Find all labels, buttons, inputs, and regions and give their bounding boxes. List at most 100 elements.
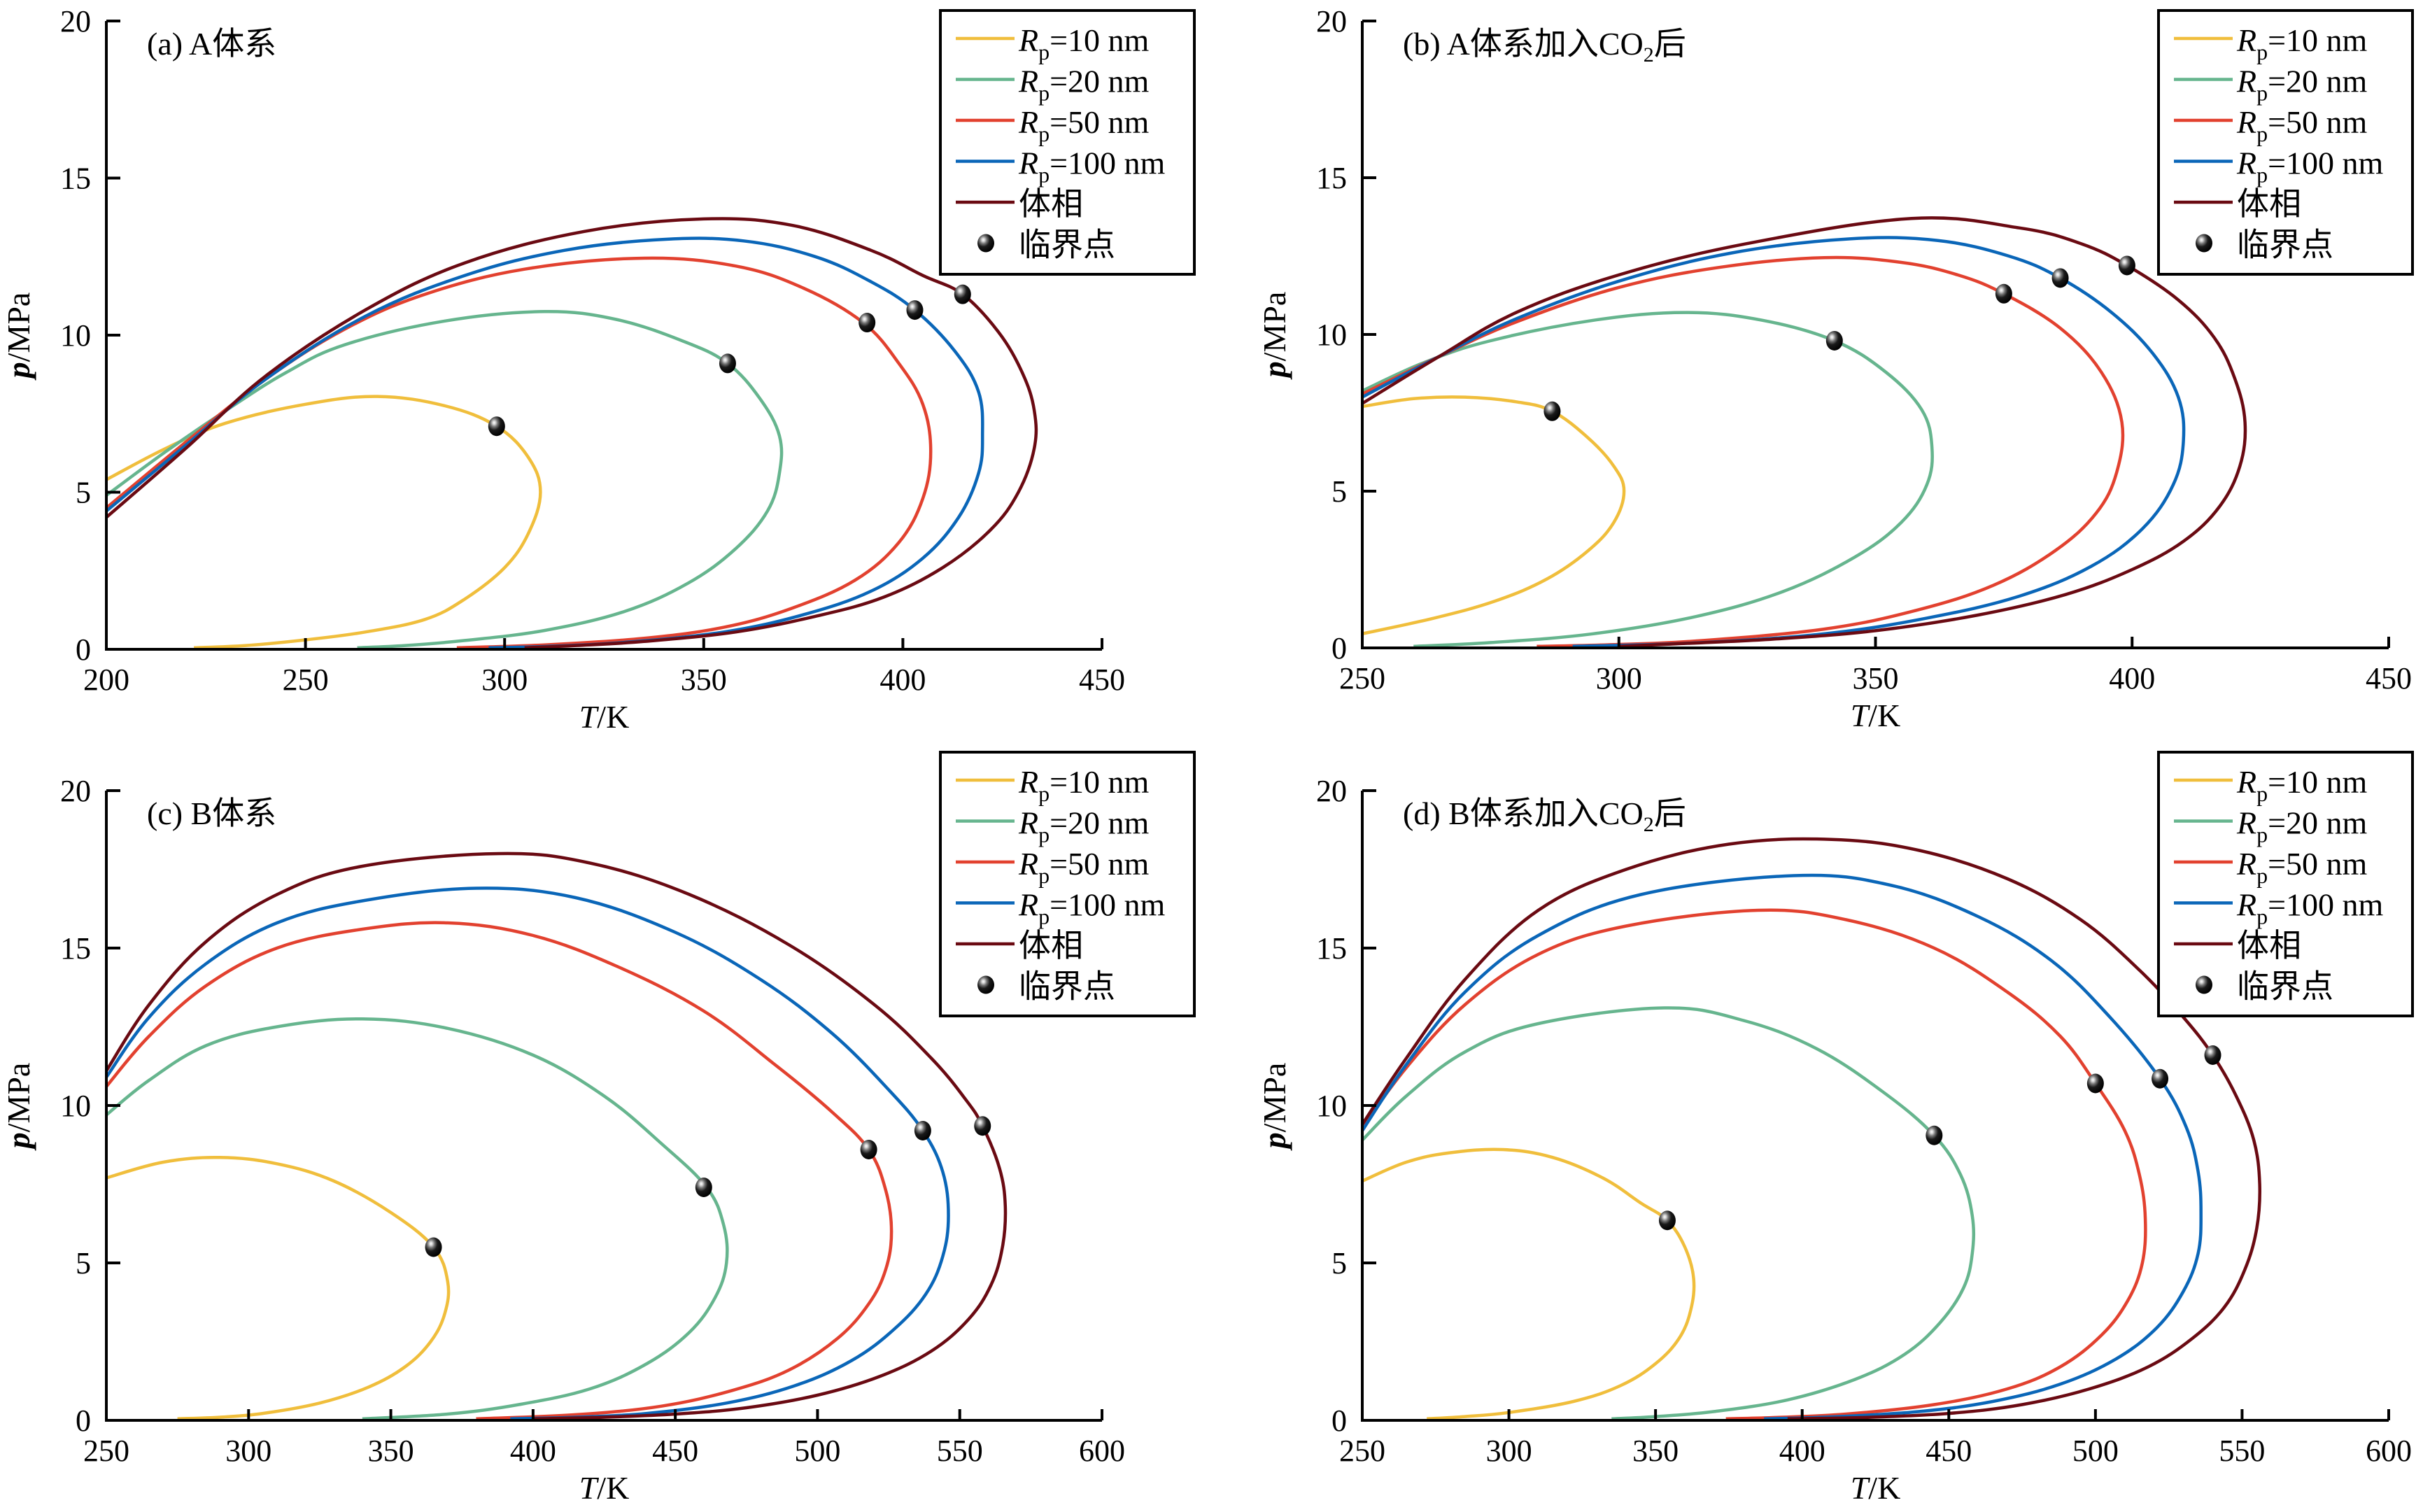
legend-item-rp50: Rp=50 nm (2174, 104, 2368, 146)
series-line-bulk (106, 217, 1038, 649)
legend-item-critical: 临界点 (2196, 227, 2333, 263)
x-tick-label: 500 (2072, 1434, 2119, 1468)
x-tick-label: 450 (1926, 1434, 1972, 1468)
x-axis-unit: /K (1868, 1470, 1900, 1506)
panel-title: (a) A体系 (147, 26, 276, 62)
series-line-rp10 (106, 1155, 451, 1420)
legend-value: =20 nm (1050, 64, 1149, 99)
legend-label: Rp=20 nm (2236, 805, 2368, 847)
legend-value: =100 nm (1050, 146, 1165, 181)
legend-marker-critical-point (2196, 234, 2212, 253)
y-tick-label: 20 (60, 4, 91, 38)
legend-label: Rp=50 nm (2236, 846, 2368, 888)
series-group (1362, 216, 2247, 648)
critical-point-marker (859, 313, 876, 333)
legend-symbol: R (2236, 805, 2256, 841)
y-tick-label: 0 (1331, 1404, 1347, 1438)
legend-value: =10 nm (2268, 22, 2367, 58)
critical-point-marker (1825, 330, 1843, 351)
legend-value: =10 nm (1050, 22, 1149, 58)
legend-item-critical: 临界点 (977, 227, 1115, 263)
legend-label: Rp=20 nm (1018, 64, 1150, 106)
x-axis-symbol: T (1851, 698, 1871, 733)
critical-point-marker (1926, 1125, 1943, 1145)
series-line-bulk (1362, 216, 2247, 648)
x-axis-title: T/K (579, 1470, 630, 1506)
x-tick-label: 250 (1339, 661, 1385, 695)
x-axis-unit: /K (597, 1470, 629, 1506)
series-group (106, 217, 1038, 649)
critical-point-marker (1543, 401, 1561, 421)
critical-point-marker (1995, 283, 2012, 304)
panel-d: 250 300 350 400 450 500 550 600 0 5 10 15 20 T/K p/MPa… (1257, 751, 2414, 1506)
legend-box (2157, 9, 2414, 276)
y-axis-symbol: p (1257, 361, 1292, 380)
legend-label: 临界点 (2237, 969, 2333, 1005)
legend-item-rp20: Rp=20 nm (2174, 64, 2368, 106)
legend-subscript: p (1038, 162, 1050, 188)
legend-item-rp10: Rp=10 nm (956, 22, 1150, 64)
legend-item-rp20: Rp=20 nm (956, 805, 1150, 847)
panel-b: 250 300 350 400 450 0 5 10 15 20 T/K p/MPa (b) A体系加入… (1257, 4, 2414, 733)
series-group (1362, 837, 2262, 1420)
critical-point-marker (2118, 255, 2135, 276)
critical-point-marker (425, 1237, 442, 1257)
x-tick-label: 450 (2366, 661, 2412, 695)
critical-point-marker (954, 284, 971, 304)
x-tick-label: 400 (1779, 1434, 1825, 1468)
x-tick-label: 600 (2366, 1434, 2412, 1468)
y-tick-label: 15 (60, 162, 91, 196)
series-line-rp20 (106, 1017, 729, 1420)
legend-subscript: p (1038, 781, 1050, 806)
panel-title-tail: 后 (1654, 796, 1686, 831)
series-line-rp100 (106, 236, 984, 649)
panel-title: (b) A体系加入CO2后 (1403, 26, 1686, 66)
legend-label: Rp=20 nm (2236, 64, 2368, 106)
y-tick-label: 0 (76, 633, 91, 667)
critical-point-marker (914, 1121, 931, 1140)
legend-label: Rp=50 nm (2236, 104, 2368, 146)
y-tick-label: 10 (60, 318, 91, 353)
critical-point-marker (1658, 1210, 1676, 1231)
y-axis-unit: /MPa (1, 1063, 36, 1133)
y-tick-label: 5 (1331, 1246, 1347, 1280)
y-tick-label: 10 (1316, 1089, 1347, 1123)
legend-label: Rp=100 nm (2236, 146, 2384, 188)
legend-symbol: R (1018, 22, 1038, 58)
legend-label: 体相 (2237, 186, 2301, 222)
critical-point-marker (2086, 1073, 2104, 1094)
y-tick-label: 20 (1316, 4, 1347, 38)
y-axis-symbol: p (1257, 1132, 1292, 1151)
series-line-rp100 (1362, 873, 2203, 1420)
legend-item-bulk: 体相 (956, 928, 1083, 963)
x-tick-label: 250 (83, 1434, 129, 1468)
legend-marker-critical-point (977, 975, 994, 994)
legend-subscript: p (1038, 904, 1050, 929)
y-tick-label: 15 (1316, 931, 1347, 966)
panel-title-main: (b) A体系加入CO (1403, 26, 1644, 62)
y-axis-unit: /MPa (1257, 1063, 1292, 1133)
x-axis-symbol: T (1851, 1470, 1871, 1506)
legend-value: =100 nm (2268, 887, 2383, 923)
x-tick-label: 400 (879, 663, 926, 697)
critical-point-marker (974, 1116, 991, 1136)
legend-label: Rp=50 nm (1018, 104, 1150, 146)
legend-symbol: R (1018, 146, 1038, 181)
legend-item-critical: 临界点 (977, 969, 1115, 1005)
legend-label: 临界点 (2237, 227, 2333, 263)
y-tick-label: 20 (1316, 774, 1347, 808)
critical-point-marker (695, 1178, 712, 1197)
legend-subscript: p (1038, 39, 1050, 64)
legend-item-rp50: Rp=50 nm (2174, 846, 2368, 888)
series-line-rp50 (106, 256, 933, 649)
series-line-rp50 (1362, 908, 2147, 1420)
critical-point-marker (2152, 1068, 2169, 1089)
panel-title-subscript: 2 (1644, 43, 1654, 66)
legend-subscript: p (2256, 822, 2268, 847)
legend-subscript: p (1038, 822, 1050, 847)
x-axis-title: T/K (1851, 1470, 1901, 1506)
x-axis-symbol: T (579, 699, 600, 735)
x-tick-label: 250 (283, 663, 329, 697)
series-line-rp20 (1362, 1006, 1976, 1420)
